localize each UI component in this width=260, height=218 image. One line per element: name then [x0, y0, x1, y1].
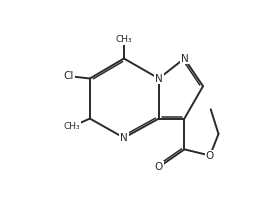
Text: CH₃: CH₃: [116, 35, 132, 44]
Text: N: N: [120, 133, 128, 143]
Text: CH₃: CH₃: [63, 122, 80, 131]
Text: O: O: [206, 150, 214, 160]
Text: Cl: Cl: [63, 71, 74, 81]
Text: O: O: [155, 162, 163, 172]
Text: N: N: [155, 73, 163, 83]
Text: N: N: [180, 53, 188, 63]
